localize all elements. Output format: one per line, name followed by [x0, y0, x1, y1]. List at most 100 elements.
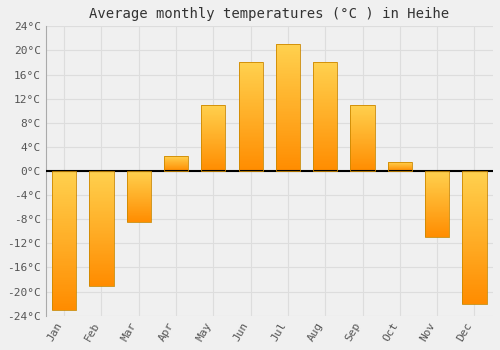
Bar — [52, 197, 76, 199]
Bar — [313, 155, 338, 156]
Bar — [90, 277, 114, 278]
Bar — [313, 68, 338, 69]
Bar — [52, 277, 76, 279]
Bar — [313, 105, 338, 106]
Bar — [90, 243, 114, 244]
Bar — [90, 275, 114, 277]
Bar — [52, 233, 76, 235]
Bar — [52, 219, 76, 221]
Bar — [276, 85, 300, 87]
Bar — [238, 94, 263, 95]
Bar — [276, 130, 300, 131]
Bar — [350, 169, 374, 170]
Bar — [350, 122, 374, 123]
Bar — [52, 298, 76, 299]
Bar — [350, 150, 374, 151]
Bar — [90, 201, 114, 202]
Bar — [52, 282, 76, 284]
Bar — [201, 135, 226, 136]
Bar — [238, 152, 263, 153]
Bar — [126, 207, 151, 208]
Bar — [52, 209, 76, 211]
Bar — [201, 127, 226, 128]
Bar — [425, 199, 449, 200]
Bar — [276, 93, 300, 95]
Bar — [126, 186, 151, 187]
Bar — [238, 155, 263, 156]
Bar — [350, 138, 374, 139]
Bar — [425, 235, 449, 236]
Bar — [238, 144, 263, 145]
Bar — [462, 265, 486, 267]
Bar — [90, 207, 114, 208]
Bar — [90, 210, 114, 211]
Bar — [276, 119, 300, 120]
Bar — [425, 186, 449, 187]
Bar — [313, 130, 338, 132]
Bar — [276, 157, 300, 158]
Bar — [52, 185, 76, 187]
Bar — [276, 82, 300, 84]
Bar — [238, 150, 263, 152]
Bar — [126, 181, 151, 182]
Bar — [462, 274, 486, 275]
Bar — [52, 272, 76, 273]
Bar — [462, 231, 486, 232]
Bar — [276, 139, 300, 141]
Bar — [90, 174, 114, 175]
Bar — [462, 199, 486, 201]
Bar — [52, 214, 76, 216]
Bar — [313, 96, 338, 98]
Bar — [52, 244, 76, 245]
Bar — [313, 111, 338, 113]
Bar — [201, 168, 226, 169]
Bar — [350, 133, 374, 134]
Bar — [350, 157, 374, 158]
Bar — [90, 270, 114, 271]
Bar — [425, 203, 449, 204]
Bar — [350, 168, 374, 169]
Bar — [313, 75, 338, 76]
Bar — [90, 260, 114, 261]
Bar — [462, 173, 486, 174]
Bar — [462, 275, 486, 277]
Bar — [52, 226, 76, 228]
Bar — [238, 105, 263, 106]
Bar — [313, 156, 338, 158]
Bar — [201, 133, 226, 134]
Bar — [126, 192, 151, 193]
Bar — [462, 214, 486, 216]
Bar — [350, 148, 374, 149]
Bar — [90, 198, 114, 200]
Bar — [238, 100, 263, 102]
Bar — [350, 137, 374, 138]
Bar — [276, 166, 300, 168]
Bar — [425, 225, 449, 226]
Bar — [52, 308, 76, 310]
Bar — [313, 66, 338, 68]
Bar — [462, 247, 486, 249]
Bar — [238, 117, 263, 118]
Bar — [276, 105, 300, 106]
Bar — [52, 242, 76, 244]
Bar — [90, 214, 114, 215]
Bar — [238, 168, 263, 170]
Bar — [52, 265, 76, 266]
Bar — [462, 193, 486, 194]
Bar — [350, 124, 374, 125]
Bar — [462, 302, 486, 303]
Bar — [90, 241, 114, 243]
Bar — [201, 154, 226, 155]
Bar — [201, 123, 226, 124]
Bar — [313, 82, 338, 83]
Bar — [313, 149, 338, 150]
Bar — [313, 148, 338, 149]
Bar — [462, 290, 486, 292]
Bar — [201, 162, 226, 163]
Bar — [201, 131, 226, 132]
Bar — [126, 208, 151, 209]
Bar — [425, 193, 449, 194]
Bar — [276, 57, 300, 58]
Bar — [201, 136, 226, 137]
Bar — [201, 111, 226, 112]
